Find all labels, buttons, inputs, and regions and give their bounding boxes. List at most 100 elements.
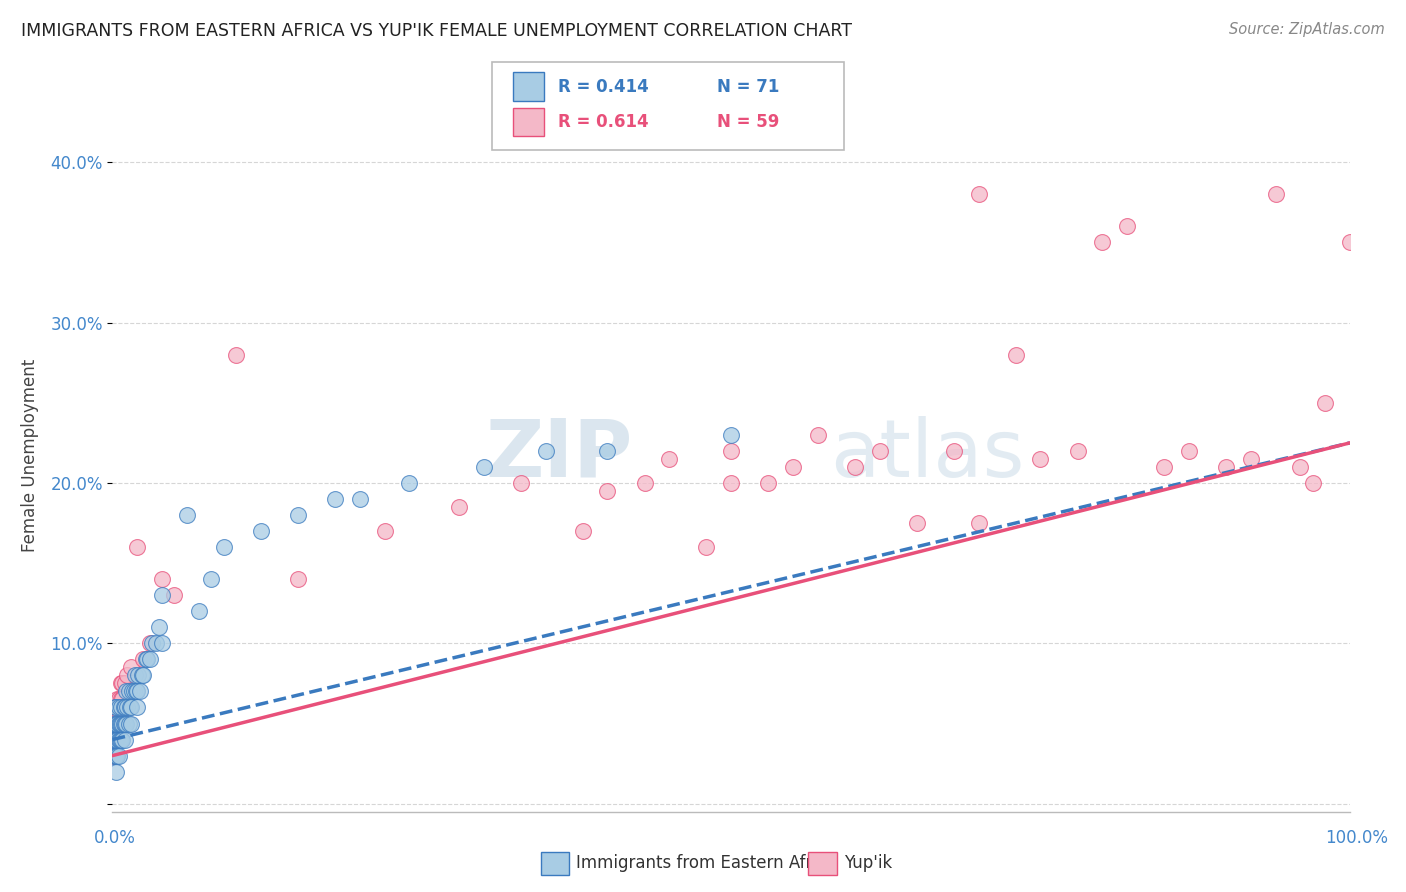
Point: [103, 732, 125, 747]
Text: N = 59: N = 59: [717, 113, 779, 131]
Point: [107, 692, 129, 706]
Point: [127, 700, 149, 714]
Point: [127, 540, 149, 554]
Point: [118, 700, 141, 714]
Point: [104, 700, 127, 714]
Point: [1029, 451, 1052, 466]
Point: [695, 540, 717, 554]
Point: [447, 500, 470, 514]
Point: [150, 572, 173, 586]
Point: [374, 524, 396, 538]
Point: [658, 451, 681, 466]
Point: [117, 700, 139, 714]
Point: [103, 748, 125, 763]
Point: [104, 732, 127, 747]
Text: R = 0.614: R = 0.614: [558, 113, 648, 131]
Point: [111, 732, 134, 747]
Point: [105, 700, 128, 714]
Point: [104, 748, 127, 763]
Point: [101, 732, 124, 747]
Point: [111, 676, 134, 690]
Point: [1091, 235, 1114, 250]
Point: [108, 732, 131, 747]
Point: [110, 676, 132, 690]
Point: [534, 444, 557, 458]
Point: [107, 716, 129, 731]
Point: [101, 732, 124, 747]
Point: [111, 716, 134, 731]
Point: [110, 732, 132, 747]
Text: N = 71: N = 71: [717, 78, 779, 95]
Point: [596, 483, 619, 498]
Point: [869, 444, 891, 458]
Point: [1178, 444, 1201, 458]
Point: [107, 716, 129, 731]
Point: [150, 588, 173, 602]
Point: [720, 444, 742, 458]
Point: [1004, 348, 1026, 362]
Point: [114, 716, 136, 731]
Point: [596, 444, 619, 458]
Point: [120, 660, 142, 674]
Text: IMMIGRANTS FROM EASTERN AFRICA VS YUP'IK FEMALE UNEMPLOYMENT CORRELATION CHART: IMMIGRANTS FROM EASTERN AFRICA VS YUP'IK…: [21, 22, 852, 40]
Point: [633, 475, 655, 490]
Point: [107, 692, 129, 706]
Point: [188, 604, 211, 618]
Point: [967, 187, 990, 202]
Text: 0.0%: 0.0%: [94, 829, 136, 847]
Text: Immigrants from Eastern Africa: Immigrants from Eastern Africa: [576, 855, 837, 872]
Point: [132, 652, 155, 666]
Point: [782, 459, 804, 474]
Point: [163, 588, 186, 602]
Point: [127, 668, 149, 682]
Point: [117, 668, 139, 682]
Point: [110, 700, 132, 714]
Text: atlas: atlas: [830, 416, 1025, 494]
Point: [138, 652, 160, 666]
Point: [398, 475, 420, 490]
Point: [120, 700, 142, 714]
Point: [114, 732, 136, 747]
Point: [1215, 459, 1237, 474]
Point: [122, 684, 145, 698]
Point: [136, 652, 159, 666]
Point: [108, 716, 131, 731]
Point: [107, 700, 129, 714]
Point: [104, 732, 127, 747]
Point: [1116, 219, 1139, 234]
Point: [105, 700, 128, 714]
Point: [225, 348, 247, 362]
Point: [127, 684, 149, 698]
Point: [1153, 459, 1175, 474]
Point: [150, 636, 173, 650]
Point: [323, 491, 346, 506]
Text: Source: ZipAtlas.com: Source: ZipAtlas.com: [1229, 22, 1385, 37]
Point: [200, 572, 222, 586]
Point: [844, 459, 866, 474]
Point: [1313, 396, 1336, 410]
Point: [942, 444, 965, 458]
Point: [132, 668, 155, 682]
Point: [115, 716, 138, 731]
Point: [472, 459, 495, 474]
Point: [571, 524, 593, 538]
Point: [107, 748, 129, 763]
Point: [967, 516, 990, 530]
Point: [135, 652, 157, 666]
Point: [124, 668, 146, 682]
Text: ZIP: ZIP: [485, 416, 633, 494]
Point: [107, 708, 129, 723]
Point: [125, 684, 148, 698]
Point: [720, 428, 742, 442]
Point: [107, 732, 129, 747]
Point: [105, 748, 128, 763]
Point: [807, 428, 830, 442]
Point: [1264, 187, 1286, 202]
Point: [148, 620, 170, 634]
Text: 100.0%: 100.0%: [1326, 829, 1388, 847]
Text: Yup'ik: Yup'ik: [844, 855, 891, 872]
Point: [105, 732, 128, 747]
Point: [114, 676, 136, 690]
Point: [107, 716, 129, 731]
Point: [117, 684, 139, 698]
